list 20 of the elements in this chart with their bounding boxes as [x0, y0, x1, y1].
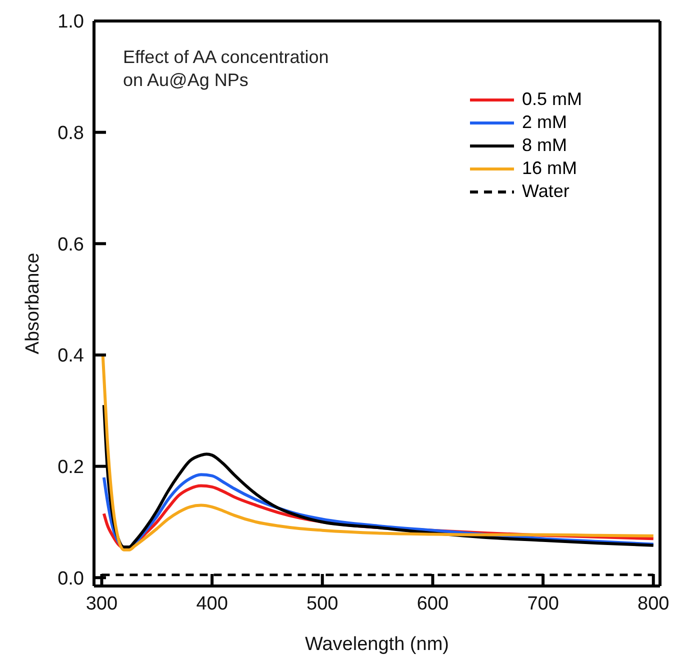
legend-label: 2 mM	[522, 111, 567, 134]
y-tick-label: 1.0	[58, 12, 84, 33]
x-tick-label: 400	[196, 593, 228, 614]
x-tick-label: 500	[306, 593, 338, 614]
x-tick-label: 300	[86, 593, 118, 614]
legend-label: Water	[522, 180, 570, 203]
x-axis-title: Wavelength (nm)	[305, 634, 449, 655]
y-tick-label: 0.0	[58, 568, 84, 590]
annotation: Effect of AA concentration on Au@Ag NPs	[123, 46, 329, 92]
x-tick-label: 800	[638, 593, 670, 614]
x-tick-label: 600	[416, 593, 449, 614]
y-tick-label: 0.6	[58, 234, 84, 256]
y-tick-label: 0.4	[58, 346, 84, 367]
legend-label: 0.5 mM	[522, 88, 582, 111]
x-tick-label: 700	[527, 593, 559, 614]
y-tick-label: 0.2	[58, 457, 84, 478]
y-axis-title: Absorbance	[22, 252, 44, 354]
legend-label: 8 mM	[522, 134, 567, 157]
legend-label: 16 mM	[522, 157, 578, 180]
y-tick-label: 0.8	[58, 123, 84, 144]
